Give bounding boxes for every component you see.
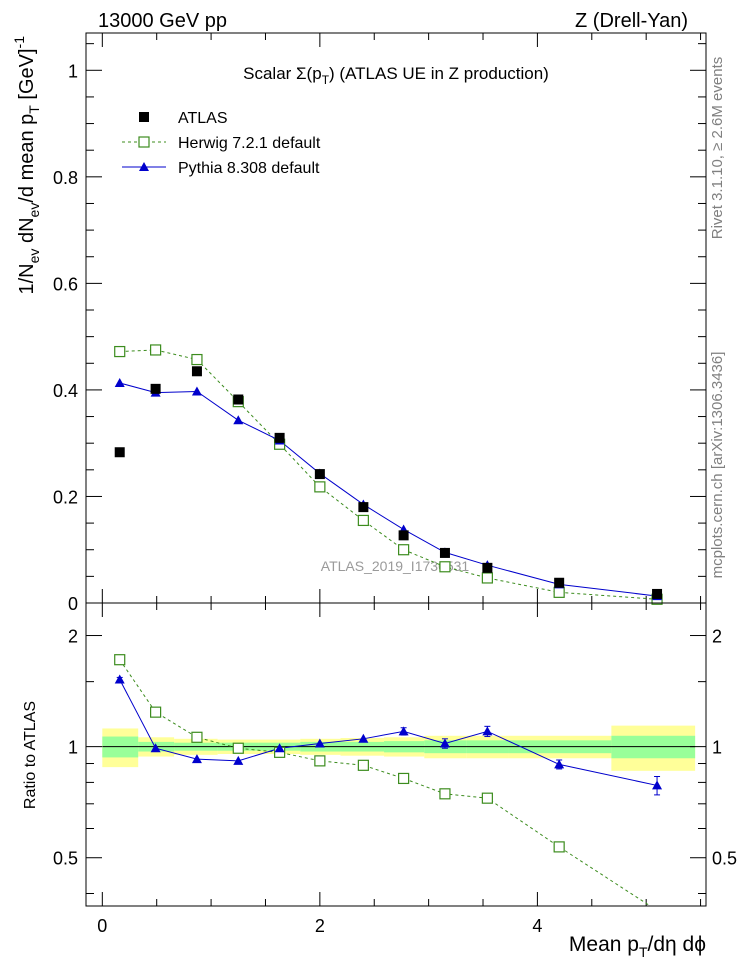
- ratio-pythia-point: [274, 743, 285, 753]
- ratio-herwig-point: [439, 788, 451, 800]
- x-tick-label: 0: [97, 916, 107, 936]
- atlas-point: [439, 547, 450, 558]
- ratio-herwig-point: [191, 731, 203, 743]
- atlas-point: [358, 502, 369, 513]
- legend: ATLAS Herwig 7.2.1 default Pythia 8.308 …: [122, 110, 321, 177]
- herwig-point: [191, 353, 203, 366]
- ratio-herwig-point: [314, 755, 326, 767]
- ratio-herwig-point: [553, 841, 565, 853]
- atlas-point: [191, 366, 202, 377]
- main-ytick-label: 0.2: [53, 487, 78, 507]
- main-axes: 0 0.2 0.4 0.6 0.8 1: [53, 33, 706, 614]
- main-title: Scalar Σ(pT) (ATLAS UE in Z production): [243, 64, 549, 87]
- atlas-point: [150, 383, 161, 394]
- atlas-point: [114, 447, 125, 458]
- ratio-pythia-point: [191, 754, 202, 764]
- atlas-point: [652, 588, 663, 599]
- herwig-point: [439, 561, 451, 573]
- pythia-point: [233, 415, 244, 425]
- ratio-pythia-point: [439, 738, 450, 748]
- herwig-line: [119, 349, 658, 600]
- main-ytick-label: 0: [68, 594, 78, 614]
- legend-marker-atlas: [139, 112, 149, 122]
- pythia-point: [191, 386, 202, 396]
- atlas-point: [314, 469, 325, 480]
- ratio-pythia-point: [150, 743, 161, 753]
- legend-entry-atlas: ATLAS: [139, 110, 228, 127]
- herwig-point: [114, 345, 126, 358]
- ratio-panel-frame: [85, 602, 707, 907]
- rivet-version-label: Rivet 3.1.10, ≥ 2.6M events: [709, 57, 726, 240]
- x-axis-label: Mean pT/dη dϕ: [569, 933, 706, 960]
- main-ytick-label: 0.8: [53, 168, 78, 188]
- legend-label-atlas: ATLAS: [178, 110, 228, 127]
- atlas-point: [398, 530, 409, 541]
- ratio-pythia-point: [314, 738, 325, 748]
- main-ytick-label: 0.4: [53, 381, 78, 401]
- ratio-pythia-point: [114, 674, 125, 684]
- header-process-label: Z (Drell-Yan): [575, 10, 688, 32]
- ratio-ytick-label-right: 1: [712, 738, 722, 758]
- pythia-line: [119, 382, 658, 597]
- legend-label-pythia: Pythia 8.308 default: [178, 160, 320, 177]
- legend-marker-pythia: [139, 162, 149, 171]
- ratio-y-axis-label: Ratio to ATLAS: [22, 701, 39, 809]
- ratio-series: [114, 654, 663, 907]
- legend-label-herwig: Herwig 7.2.1 default: [178, 135, 321, 152]
- ratio-herwig-point: [150, 706, 162, 718]
- ratio-herwig-point: [232, 742, 244, 754]
- herwig-point: [481, 572, 493, 584]
- mcplots-label: mcplots.cern.ch [arXiv:1306.3436]: [709, 352, 726, 579]
- herwig-point: [314, 481, 326, 493]
- ratio-herwig-point: [481, 792, 493, 804]
- ratio-herwig-point: [398, 772, 410, 785]
- main-series: [114, 344, 663, 605]
- ratio-herwig-point: [114, 654, 126, 666]
- atlas-point: [482, 562, 493, 573]
- main-y-axis-label: 1/Nev dNev/d mean pT [GeV]-1: [11, 36, 42, 295]
- ratio-pythia-point: [398, 726, 409, 736]
- herwig-point: [150, 344, 162, 356]
- ratio-pythia-point: [358, 733, 369, 743]
- main-ytick-label: 0.6: [53, 274, 78, 294]
- atlas-point: [274, 432, 285, 443]
- ratio-axes: 0.5 0.5 1 1 2 2 0 2 4: [53, 603, 737, 936]
- herwig-point: [357, 514, 369, 527]
- header-energy-label: 13000 GeV pp: [98, 10, 227, 32]
- atlas-point: [233, 394, 244, 405]
- x-tick-label: 4: [532, 916, 542, 936]
- ratio-herwig-line: [119, 659, 651, 907]
- ratio-panel: Ratio to ATLAS 0.5 0.5 1 1 2 2 0 2 4 Mean pT/dη …: [22, 602, 737, 960]
- x-tick-label: 2: [315, 916, 325, 936]
- legend-entry-herwig: Herwig 7.2.1 default: [122, 135, 321, 152]
- ratio-herwig-point: [357, 759, 369, 771]
- herwig-point: [553, 586, 565, 598]
- ratio-pythia-point: [652, 780, 663, 790]
- herwig-point: [398, 544, 410, 556]
- legend-marker-herwig: [138, 136, 150, 148]
- main-panel: Scalar Σ(pT) (ATLAS UE in Z production) …: [11, 32, 707, 614]
- legend-entry-pythia: Pythia 8.308 default: [122, 160, 320, 177]
- ratio-ytick-label-right: 0.5: [712, 849, 737, 869]
- ratio-pythia-line: [119, 679, 658, 786]
- ratio-ytick-label: 2: [68, 627, 78, 647]
- ratio-pythia-point: [233, 755, 244, 765]
- ratio-pythia-point: [554, 759, 565, 769]
- main-ytick-label: 1: [68, 61, 78, 81]
- atlas-point: [554, 577, 565, 588]
- ratio-ytick-label: 0.5: [53, 849, 78, 869]
- pythia-point: [114, 377, 125, 387]
- ratio-ytick-label-right: 2: [712, 627, 722, 647]
- ratio-ytick-label: 1: [68, 738, 78, 758]
- ratio-pythia-point: [482, 726, 493, 736]
